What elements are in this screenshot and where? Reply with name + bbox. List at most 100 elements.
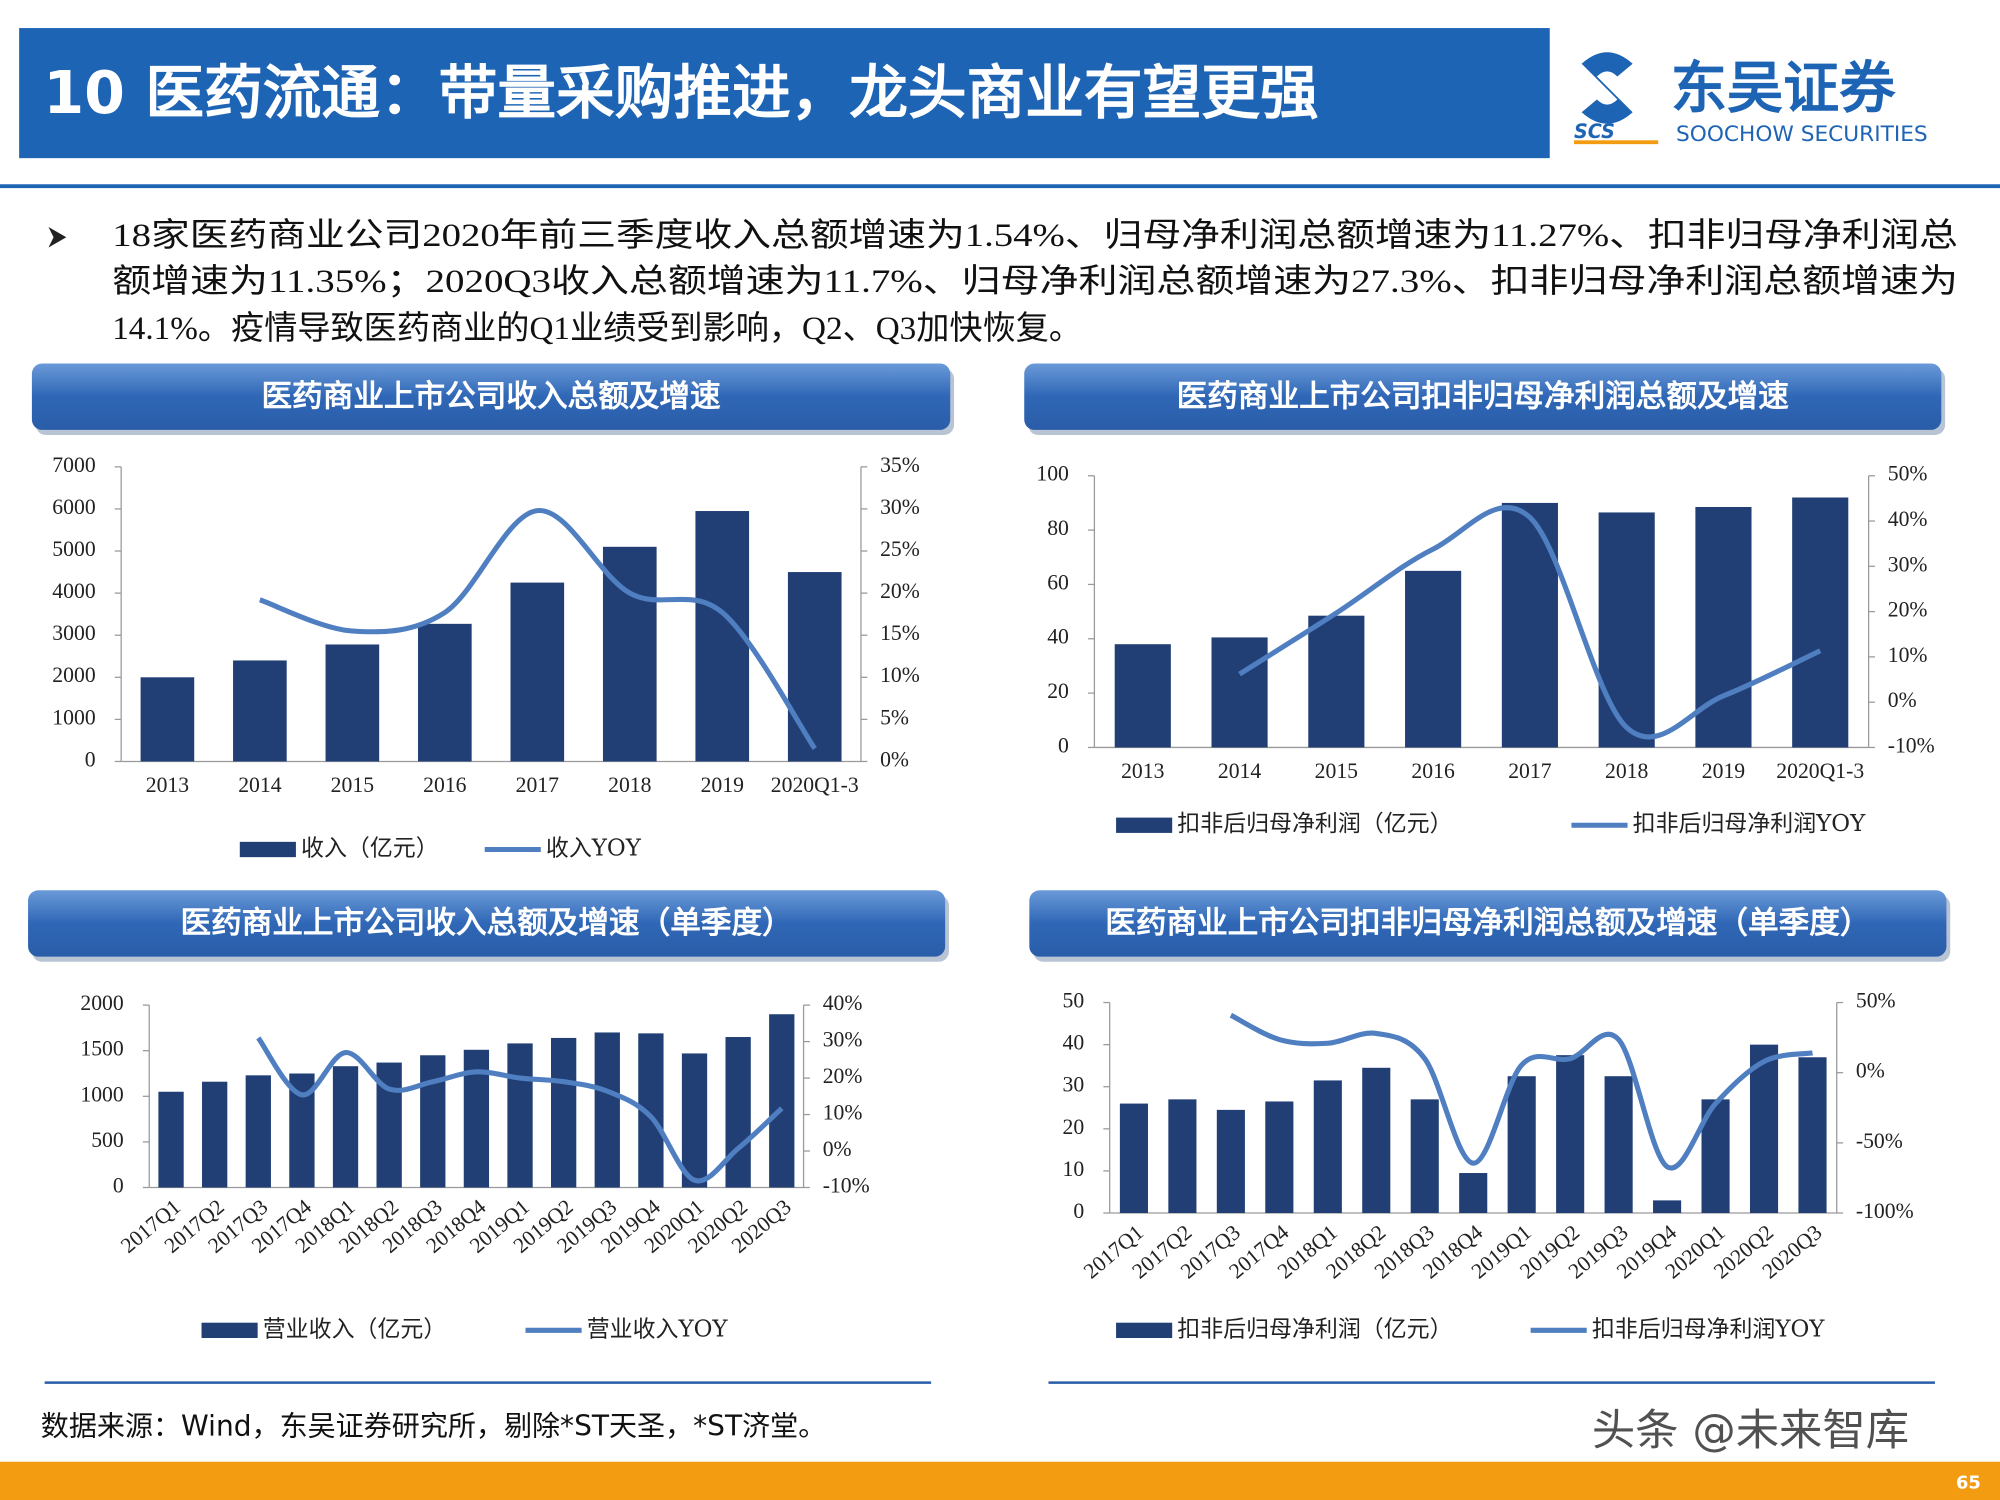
bar [1749, 1044, 1779, 1214]
bar [787, 572, 842, 762]
bar [1168, 1099, 1197, 1214]
logo: 东吴证券 SCS SOOCHOW SECURITIES [1573, 52, 1928, 147]
y2-tick-label: 35% [880, 453, 920, 477]
bar [550, 1037, 577, 1188]
y-tick-label: 0 [113, 1173, 124, 1197]
y-tick-label: 30 [1063, 1073, 1085, 1097]
y2-tick-label: 15% [880, 621, 920, 645]
y2-tick-label: 0% [880, 747, 909, 771]
chart: 医药商业上市公司收入总额及增速 0 1000 2000 3000 4000 5000 6000… [31, 363, 955, 861]
bar [332, 1066, 359, 1188]
chart-banner [1029, 890, 1947, 957]
legend-label: 收入（亿元） [301, 835, 439, 861]
legend-label: 营业收入YOY [587, 1316, 729, 1342]
y-tick-label: 0 [1058, 733, 1069, 757]
y2-tick-label: 30% [823, 1028, 863, 1052]
x-tick-label: 2020Q1-3 [1776, 759, 1864, 783]
x-tick-label: 2015 [331, 773, 374, 797]
line [1238, 505, 1822, 740]
legend-label: 收入YOY [546, 835, 642, 861]
x-tick-label: 2019 [1702, 759, 1745, 783]
legend-swatch [201, 1322, 258, 1339]
bar [1598, 512, 1655, 748]
x-tick-label: 2020Q1-3 [771, 773, 859, 797]
logo-icon [1581, 52, 1633, 124]
y2-tick-label: 5% [880, 705, 909, 729]
y-tick-label: 40 [1047, 625, 1069, 649]
y2-tick-label: 40% [823, 991, 863, 1015]
bar [420, 1055, 446, 1188]
bullet-line: 额增速为11.35%；2020Q3收入总额增速为11.7%、归母净利润总额增速为… [112, 263, 1958, 300]
chart-banner [31, 363, 951, 430]
y2-tick-label: 40% [1888, 507, 1928, 531]
chart: 医药商业上市公司扣非归母净利润总额及增速 0 20 40 60 80 100 -10% 0% 10… [1024, 363, 1946, 837]
y2-tick-label: 10% [1888, 643, 1928, 667]
logo-cn: 东吴证券 [1671, 56, 1896, 121]
legend-label: 扣非后归母净利润YOY [1592, 1316, 1825, 1342]
y2-tick-label: 0% [1888, 688, 1917, 712]
bar [140, 677, 195, 762]
bar [1501, 502, 1558, 748]
legend-label: 扣非后归母净利润（亿元） [1177, 811, 1452, 837]
bar [325, 644, 380, 762]
y2-tick-label: 0% [823, 1137, 852, 1161]
legend-swatch [1116, 817, 1173, 833]
y-tick-label: 10 [1063, 1157, 1085, 1181]
legend-label: 扣非后归母净利润（亿元） [1177, 1316, 1452, 1342]
bar [1362, 1067, 1391, 1214]
legend-label: 扣非后归母净利润YOY [1633, 811, 1866, 837]
bar [1265, 1101, 1294, 1214]
y-tick-label: 20 [1063, 1115, 1085, 1139]
y-tick-label: 1500 [80, 1037, 124, 1061]
bar [695, 511, 750, 762]
y2-tick-label: 10% [823, 1101, 863, 1125]
x-tick-label: 2018 [608, 773, 652, 797]
bar [1211, 637, 1268, 748]
y-tick-label: 40 [1063, 1031, 1085, 1055]
bar [418, 623, 472, 762]
watermark: 头条 @未来智库 [1592, 1406, 1909, 1456]
bar [1695, 507, 1752, 748]
y-tick-label: 0 [1073, 1199, 1084, 1223]
y-tick-label: 4000 [52, 579, 96, 603]
x-tick-label: 2013 [1121, 759, 1164, 783]
line [256, 1036, 784, 1184]
chart: 医药商业上市公司扣非归母净利润总额及增速（单季度） 0 10 20 30 40 50 -100… [1029, 890, 1951, 1342]
footer-bar [0, 1461, 2000, 1500]
x-tick-label: 2015 [1315, 759, 1358, 783]
y-tick-label: 60 [1047, 570, 1069, 594]
y2-tick-label: 0% [1856, 1059, 1885, 1083]
header-title: 10 医药流通：带量采购推进，龙头商业有望更强 [43, 59, 1318, 127]
y-tick-label: 500 [91, 1128, 124, 1152]
bullet-line: 18家医药商业公司2020年前三季度收入总额增速为1.54%、归母净利润总额增速… [112, 217, 1958, 254]
y2-tick-label: 30% [880, 495, 920, 519]
bar [1405, 570, 1462, 748]
bullet-marker [48, 227, 67, 248]
bar [1556, 1055, 1585, 1214]
bar [1410, 1099, 1439, 1214]
chart-title: 医药商业上市公司扣非归母净利润总额及增速（单季度） [1105, 905, 1870, 941]
y-tick-label: 50 [1063, 989, 1085, 1013]
y-tick-label: 1000 [80, 1082, 124, 1106]
y-tick-label: 6000 [52, 495, 96, 519]
y2-tick-label: -100% [1856, 1199, 1914, 1223]
x-tick-label: 2019 [701, 773, 744, 797]
line [1229, 1012, 1813, 1171]
bar [507, 1043, 533, 1188]
header-bar [19, 28, 1550, 159]
y2-tick-label: 20% [880, 579, 920, 603]
chart-title: 医药商业上市公司扣非归母净利润总额及增速 [1177, 378, 1790, 414]
bar [1507, 1076, 1536, 1214]
bar [1119, 1103, 1148, 1214]
bar [1114, 644, 1171, 748]
bar [602, 546, 657, 762]
bar [1653, 1200, 1682, 1214]
y2-tick-label: -10% [1888, 733, 1935, 757]
y-tick-label: 80 [1047, 516, 1069, 540]
bar [1604, 1076, 1633, 1214]
x-tick-label: 2014 [238, 773, 282, 797]
bar [725, 1037, 751, 1188]
y2-tick-label: -50% [1856, 1129, 1903, 1153]
legend-swatch [1116, 1322, 1173, 1339]
logo-abbr: SCS [1574, 120, 1615, 143]
